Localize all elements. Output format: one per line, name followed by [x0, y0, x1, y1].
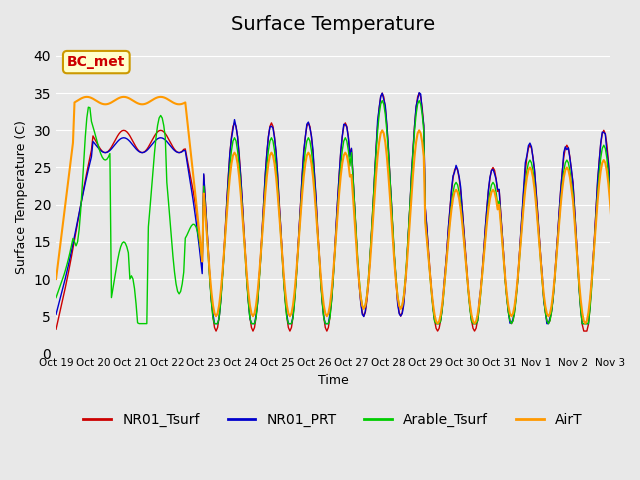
Line: Arable_Tsurf: Arable_Tsurf	[56, 101, 640, 324]
Arable_Tsurf	[72, 243, 80, 249]
Arable_Tsurf	[91, 129, 99, 135]
NR01_PRT	[91, 140, 99, 146]
Line: AirT: AirT	[56, 97, 640, 324]
NR01_PRT	[357, 299, 365, 305]
NR01_PRT	[211, 321, 218, 326]
AirT	[434, 321, 442, 326]
NR01_PRT	[415, 90, 423, 96]
Arable_Tsurf	[378, 98, 386, 104]
Legend: NR01_Tsurf, NR01_PRT, Arable_Tsurf, AirT: NR01_Tsurf, NR01_PRT, Arable_Tsurf, AirT	[78, 407, 588, 432]
NR01_Tsurf	[72, 228, 80, 234]
Arable_Tsurf	[52, 295, 60, 300]
Title: Surface Temperature: Surface Temperature	[231, 15, 435, 34]
Line: NR01_PRT: NR01_PRT	[56, 93, 640, 324]
NR01_Tsurf	[52, 326, 60, 332]
AirT	[357, 294, 365, 300]
Arable_Tsurf	[135, 321, 143, 326]
Arable_Tsurf	[357, 292, 365, 298]
NR01_Tsurf	[563, 142, 571, 148]
NR01_PRT	[476, 298, 483, 304]
AirT	[83, 94, 91, 100]
X-axis label: Time: Time	[317, 374, 348, 387]
NR01_PRT	[563, 147, 571, 153]
Arable_Tsurf	[476, 306, 483, 312]
AirT	[563, 165, 571, 170]
NR01_Tsurf	[476, 304, 483, 310]
NR01_PRT	[52, 312, 60, 317]
AirT	[52, 276, 60, 282]
AirT	[92, 98, 100, 104]
Text: BC_met: BC_met	[67, 55, 125, 69]
AirT	[72, 99, 80, 105]
NR01_Tsurf	[378, 90, 386, 96]
Y-axis label: Surface Temperature (C): Surface Temperature (C)	[15, 120, 28, 274]
NR01_Tsurf	[357, 299, 365, 304]
NR01_PRT	[72, 226, 80, 231]
AirT	[476, 301, 483, 307]
NR01_Tsurf	[212, 328, 220, 334]
NR01_Tsurf	[91, 136, 99, 142]
Line: NR01_Tsurf: NR01_Tsurf	[56, 93, 640, 331]
Arable_Tsurf	[563, 157, 571, 163]
